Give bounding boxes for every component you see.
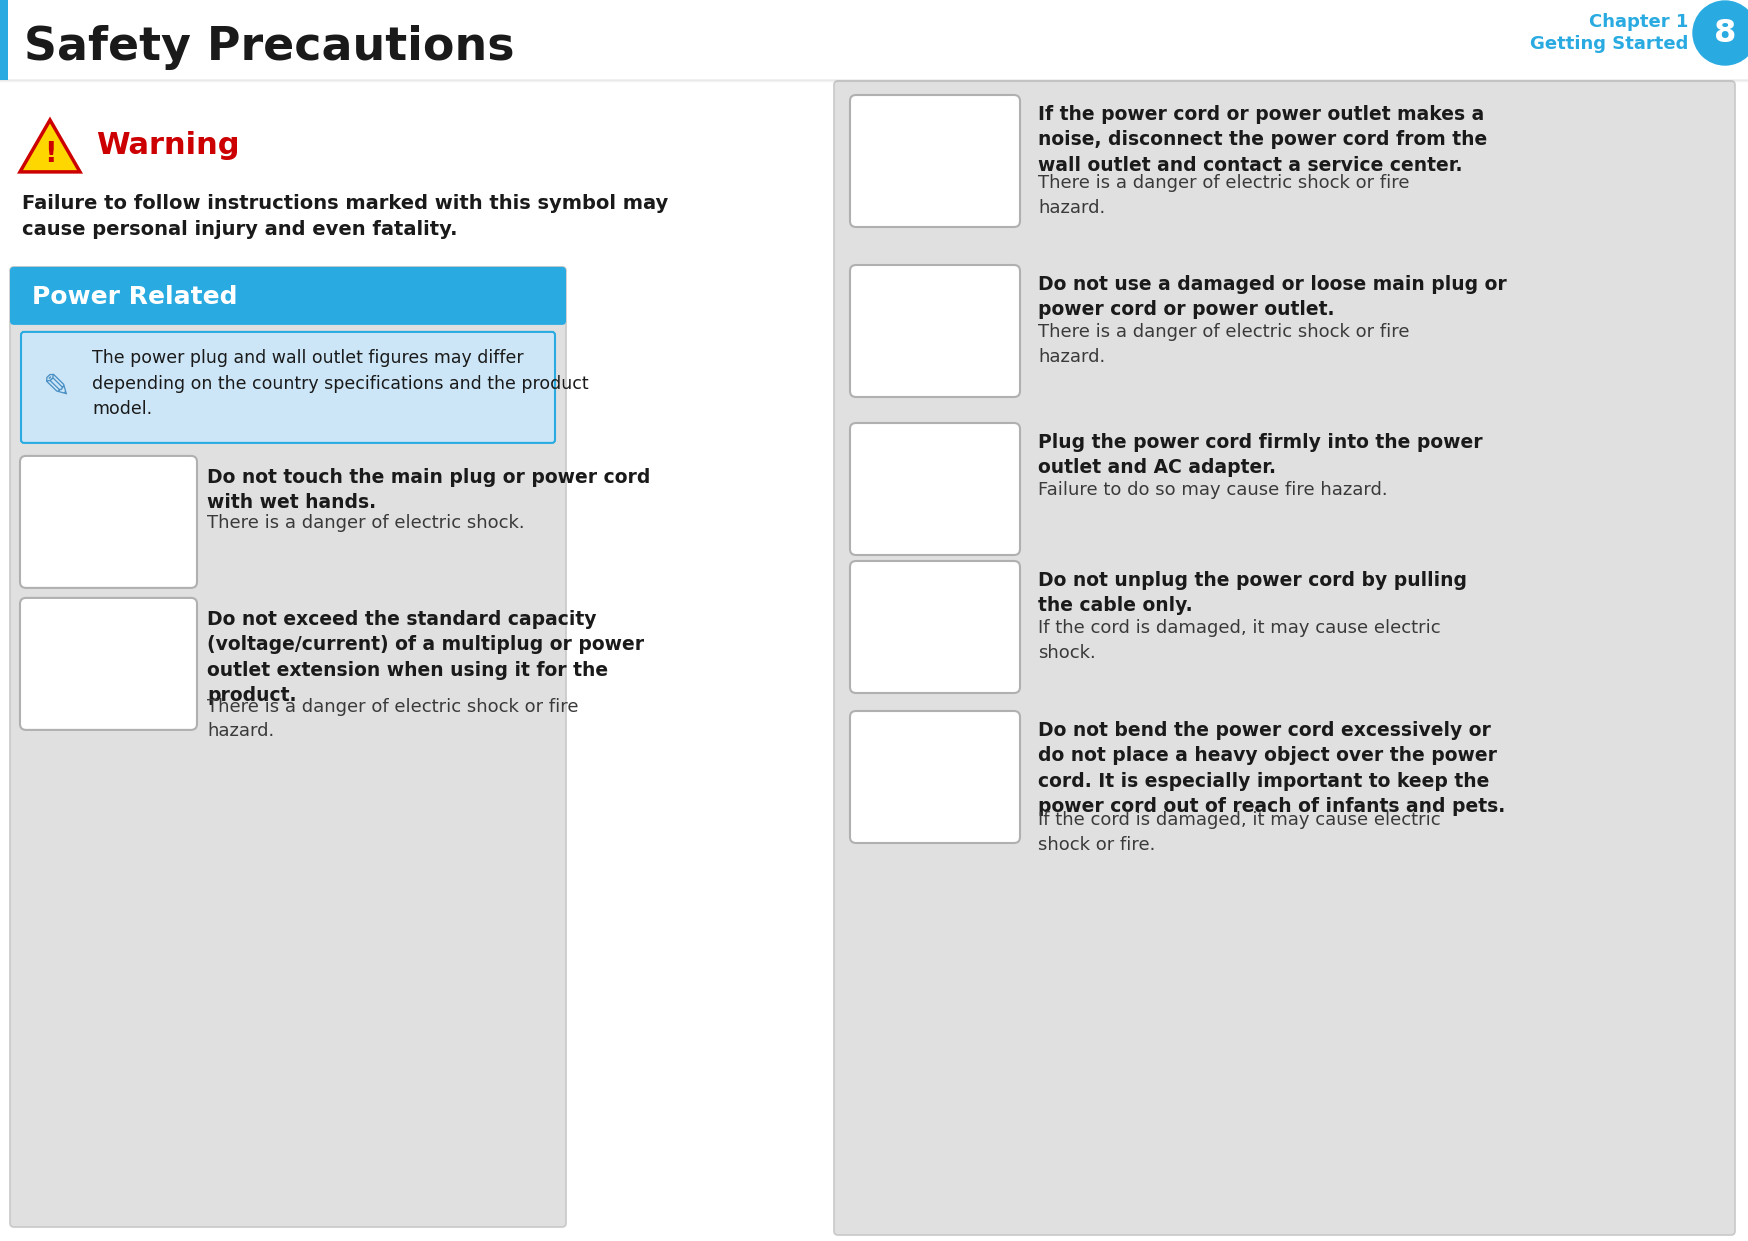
Text: If the power cord or power outlet makes a
noise, disconnect the power cord from : If the power cord or power outlet makes …	[1037, 105, 1486, 175]
FancyBboxPatch shape	[0, 0, 9, 79]
FancyBboxPatch shape	[850, 423, 1019, 555]
Text: Plug the power cord firmly into the power
outlet and AC adapter.: Plug the power cord firmly into the powe…	[1037, 433, 1482, 478]
Text: The power plug and wall outlet figures may differ
depending on the country speci: The power plug and wall outlet figures m…	[93, 349, 589, 418]
Text: There is a danger of electric shock or fire
hazard.: There is a danger of electric shock or f…	[1037, 323, 1409, 366]
Text: Do not unplug the power cord by pulling
the cable only.: Do not unplug the power cord by pulling …	[1037, 571, 1467, 616]
FancyBboxPatch shape	[850, 711, 1019, 843]
Text: !: !	[44, 140, 56, 169]
Text: Do not touch the main plug or power cord
with wet hands.: Do not touch the main plug or power cord…	[206, 468, 650, 513]
FancyBboxPatch shape	[0, 0, 1748, 79]
Polygon shape	[19, 120, 80, 172]
Text: Failure to follow instructions marked with this symbol may: Failure to follow instructions marked wi…	[23, 194, 668, 213]
Text: Safety Precautions: Safety Precautions	[24, 25, 514, 69]
Text: Do not bend the power cord excessively or
do not place a heavy object over the p: Do not bend the power cord excessively o…	[1037, 721, 1505, 815]
Text: 8: 8	[1713, 19, 1736, 50]
Text: Getting Started: Getting Started	[1530, 35, 1687, 53]
FancyBboxPatch shape	[850, 561, 1019, 692]
Text: Chapter 1: Chapter 1	[1587, 12, 1687, 31]
FancyBboxPatch shape	[834, 81, 1734, 1235]
Text: There is a danger of electric shock or fire
hazard.: There is a danger of electric shock or f…	[1037, 174, 1409, 217]
FancyBboxPatch shape	[0, 79, 832, 1241]
FancyBboxPatch shape	[850, 266, 1019, 397]
FancyBboxPatch shape	[19, 598, 198, 730]
FancyBboxPatch shape	[10, 267, 566, 325]
Circle shape	[1692, 1, 1748, 65]
Text: If the cord is damaged, it may cause electric
shock.: If the cord is damaged, it may cause ele…	[1037, 619, 1440, 661]
Text: There is a danger of electric shock or fire
hazard.: There is a danger of electric shock or f…	[206, 697, 579, 740]
Text: Do not exceed the standard capacity
(voltage/current) of a multiplug or power
ou: Do not exceed the standard capacity (vol…	[206, 609, 643, 705]
FancyBboxPatch shape	[19, 455, 198, 588]
Text: Power Related: Power Related	[31, 285, 238, 309]
FancyBboxPatch shape	[21, 331, 554, 443]
FancyBboxPatch shape	[850, 96, 1019, 227]
Text: cause personal injury and even fatality.: cause personal injury and even fatality.	[23, 220, 458, 240]
Text: ✎: ✎	[42, 371, 70, 403]
Text: Failure to do so may cause fire hazard.: Failure to do so may cause fire hazard.	[1037, 482, 1386, 499]
FancyBboxPatch shape	[10, 267, 566, 1227]
Text: Warning: Warning	[96, 132, 239, 160]
Text: If the cord is damaged, it may cause electric
shock or fire.: If the cord is damaged, it may cause ele…	[1037, 812, 1440, 854]
Text: There is a danger of electric shock.: There is a danger of electric shock.	[206, 514, 524, 532]
Text: Do not use a damaged or loose main plug or
power cord or power outlet.: Do not use a damaged or loose main plug …	[1037, 276, 1505, 319]
